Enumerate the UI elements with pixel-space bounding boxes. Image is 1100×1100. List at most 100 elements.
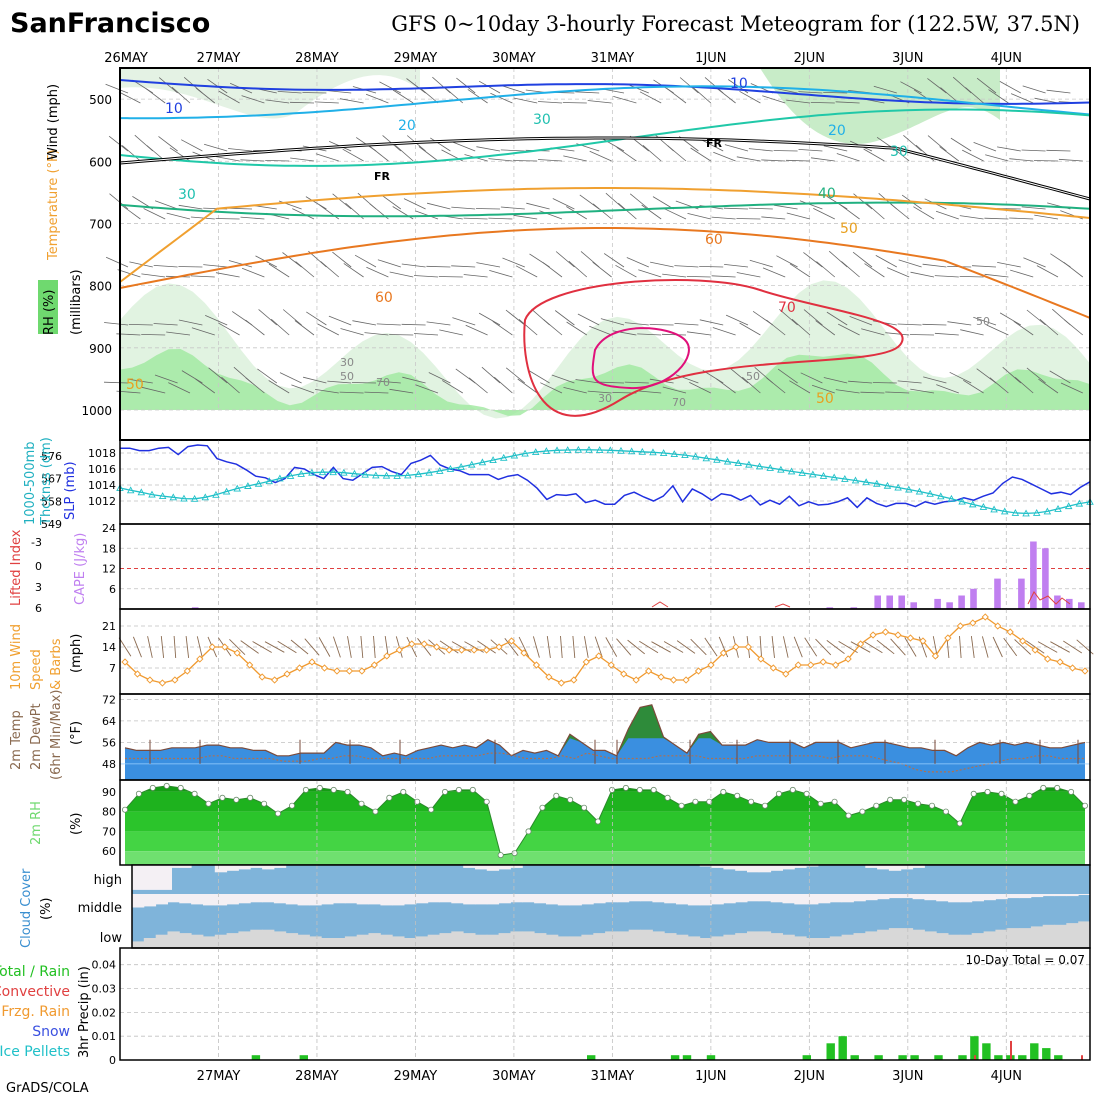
rh-marker	[956, 820, 963, 827]
precip-bar	[1054, 1055, 1063, 1060]
wind-barb	[302, 92, 327, 94]
cloud-high-gap	[167, 865, 180, 868]
rh-marker	[1026, 792, 1033, 799]
wind-barb	[890, 638, 906, 656]
wind-speed-marker	[520, 649, 528, 657]
thickness-marker	[169, 493, 178, 501]
wind-barb	[900, 81, 922, 94]
wind-speed-marker	[694, 667, 703, 675]
wind-barb	[848, 380, 873, 384]
cloud-low-area	[900, 928, 914, 948]
cloud-mid-gap	[971, 894, 984, 902]
wind-speed-marker	[1006, 628, 1014, 636]
y-label-thickness: Thcknss (dm)	[39, 437, 54, 526]
wind-barb	[1014, 376, 1034, 394]
wind-barb	[897, 323, 922, 326]
cape-bar	[946, 602, 953, 610]
pressure-tick-label: 500	[89, 93, 112, 107]
cloud-mid-gap	[510, 894, 523, 903]
cloud-high-gap	[782, 865, 795, 870]
precip-bar	[934, 1055, 943, 1060]
precip-legend-label: Frzg. Rain	[1, 1004, 70, 1020]
wind-barb	[154, 200, 178, 210]
cloud-mid-gap	[900, 894, 914, 899]
precip-tick-label: 0.03	[92, 983, 117, 996]
rh-marker	[261, 800, 268, 807]
cloud-high-gap	[250, 865, 263, 868]
cloud-low-area	[770, 933, 783, 948]
bottom-date-label: 3JUN	[892, 1069, 923, 1084]
cloud-mid-gap	[794, 894, 807, 905]
cloud-mid-gap	[924, 894, 937, 901]
wind-speed-marker	[881, 628, 890, 636]
wind-barb	[1014, 639, 1032, 655]
precip-frame	[119, 947, 1091, 1061]
wind-barb	[853, 193, 873, 210]
rh-area-upper-2	[760, 68, 1000, 144]
cloud-high-gap	[758, 865, 772, 873]
cloud-mid-gap	[948, 894, 961, 903]
temp-contour-label: 60	[705, 232, 723, 248]
rh-marker	[400, 788, 407, 795]
rh-bands	[125, 785, 1085, 865]
wind-barb	[103, 381, 129, 384]
precip-bar	[1042, 1048, 1051, 1060]
top-date-label: 4JUN	[991, 51, 1022, 66]
rh-marker	[1068, 788, 1075, 795]
thickness-tick-label: 549	[41, 518, 62, 531]
wind-speed-marker	[358, 667, 366, 675]
thickness-marker	[734, 459, 743, 467]
rh-marker	[831, 798, 838, 805]
wind-barb	[190, 275, 215, 278]
wind-speed-marker	[233, 649, 241, 657]
wind-barb	[381, 194, 402, 210]
cloud-mid-gap	[439, 894, 452, 903]
cloud-high-gap	[770, 865, 783, 871]
wind-barb	[240, 640, 259, 654]
wind-speed-marker	[719, 649, 728, 657]
wind-barb	[339, 391, 364, 394]
wind-barb	[195, 87, 216, 104]
wind-barb	[1034, 214, 1059, 220]
cloud-mid-gap	[546, 894, 559, 905]
precip-bar	[958, 1055, 967, 1060]
rh-marker	[650, 786, 657, 793]
cloud-mid-gap	[782, 894, 795, 904]
wind-barb	[872, 382, 897, 384]
wind-barb	[761, 159, 786, 162]
rh-band	[125, 851, 1085, 865]
wind-barb	[191, 327, 215, 336]
wind-barb	[777, 368, 798, 384]
wind-barb	[773, 150, 798, 152]
wind-barb	[603, 253, 625, 268]
wind-barb	[729, 367, 749, 384]
rh-marker	[441, 788, 448, 795]
thickness-marker	[425, 468, 433, 476]
cloud-mid-gap	[676, 894, 689, 905]
wind-speed-marker	[133, 670, 142, 678]
wind-barb	[413, 333, 439, 336]
wind-barb	[1021, 149, 1046, 152]
lifted-index-line	[651, 601, 669, 608]
cloud-low-area	[167, 931, 180, 948]
precip-tick-label: 0.04	[92, 959, 117, 972]
wind-barb	[662, 386, 687, 394]
cloud-low-area	[415, 936, 429, 948]
cloud-low-area	[806, 938, 819, 948]
wind-barb	[196, 636, 203, 658]
cloud-mid-gap	[427, 894, 440, 903]
cape-bar	[910, 602, 917, 610]
wind-speed-marker	[445, 646, 453, 654]
station-name: SanFrancisco	[10, 8, 211, 39]
wind-speed-marker	[121, 658, 129, 666]
wind-barb	[389, 388, 414, 394]
cloud-low-area	[616, 931, 630, 948]
wind-speed-marker	[832, 661, 840, 669]
cloud-low-area	[427, 934, 440, 948]
cloud-mid-gap	[605, 894, 618, 903]
cloud-mid-gap	[758, 894, 772, 902]
wind-barb	[723, 207, 749, 210]
credit-label: GrADS/COLA	[6, 1081, 89, 1096]
wind-barb	[835, 389, 860, 394]
cape-bar	[958, 595, 965, 609]
